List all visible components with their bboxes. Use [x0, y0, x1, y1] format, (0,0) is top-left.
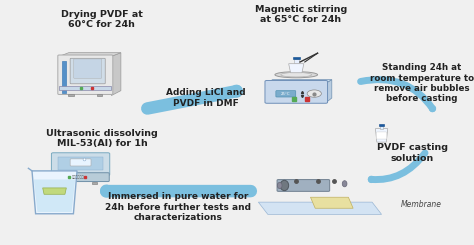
Text: 超声波清洗机: 超声波清洗机 — [72, 175, 84, 179]
Bar — [92, 182, 97, 184]
FancyBboxPatch shape — [73, 59, 101, 78]
Bar — [380, 126, 383, 129]
Polygon shape — [111, 53, 121, 96]
Bar — [379, 124, 384, 125]
Ellipse shape — [307, 90, 321, 97]
Text: Membrane: Membrane — [401, 200, 441, 209]
FancyBboxPatch shape — [58, 55, 113, 95]
Text: PVDF casting
solution: PVDF casting solution — [377, 143, 448, 163]
Bar — [68, 94, 74, 96]
Polygon shape — [34, 179, 75, 212]
Bar — [62, 61, 66, 93]
Ellipse shape — [342, 181, 347, 187]
Bar — [97, 94, 102, 96]
Bar — [64, 182, 69, 184]
Polygon shape — [267, 80, 332, 83]
FancyArrowPatch shape — [147, 91, 237, 109]
FancyBboxPatch shape — [276, 91, 296, 97]
Text: Immersed in pure water for
24h before further tests and
characterizations: Immersed in pure water for 24h before fu… — [105, 192, 251, 222]
FancyBboxPatch shape — [70, 159, 91, 166]
Text: Magnetic stirring
at 65°C for 24h: Magnetic stirring at 65°C for 24h — [255, 5, 347, 24]
FancyBboxPatch shape — [376, 132, 387, 139]
FancyArrowPatch shape — [371, 153, 425, 180]
Ellipse shape — [280, 180, 289, 191]
Text: Standing 24h at
room temperature to
remove air bubbles
before casting: Standing 24h at room temperature to remo… — [370, 63, 474, 103]
Text: Drying PVDF at
60°C for 24h: Drying PVDF at 60°C for 24h — [61, 10, 143, 29]
FancyArrowPatch shape — [361, 80, 433, 109]
Polygon shape — [258, 202, 382, 214]
Polygon shape — [375, 129, 388, 142]
Polygon shape — [59, 53, 121, 56]
Polygon shape — [289, 64, 304, 73]
Bar — [59, 86, 111, 90]
Polygon shape — [310, 197, 353, 208]
Bar — [294, 59, 299, 63]
FancyBboxPatch shape — [277, 180, 330, 191]
Polygon shape — [32, 171, 77, 214]
FancyBboxPatch shape — [52, 173, 109, 182]
FancyBboxPatch shape — [52, 153, 110, 175]
Bar — [293, 57, 300, 59]
Ellipse shape — [277, 182, 282, 189]
Polygon shape — [43, 188, 66, 194]
Polygon shape — [326, 80, 332, 103]
FancyBboxPatch shape — [70, 58, 105, 84]
Text: Ultrasonic dissolving
MIL-53(Al) for 1h: Ultrasonic dissolving MIL-53(Al) for 1h — [46, 129, 158, 148]
Text: Adding LiCl and
PVDF in DMF: Adding LiCl and PVDF in DMF — [166, 88, 246, 108]
Ellipse shape — [281, 73, 311, 77]
Ellipse shape — [275, 72, 318, 78]
Bar — [58, 157, 103, 170]
Text: 25°C: 25°C — [281, 92, 291, 96]
FancyBboxPatch shape — [265, 80, 328, 103]
